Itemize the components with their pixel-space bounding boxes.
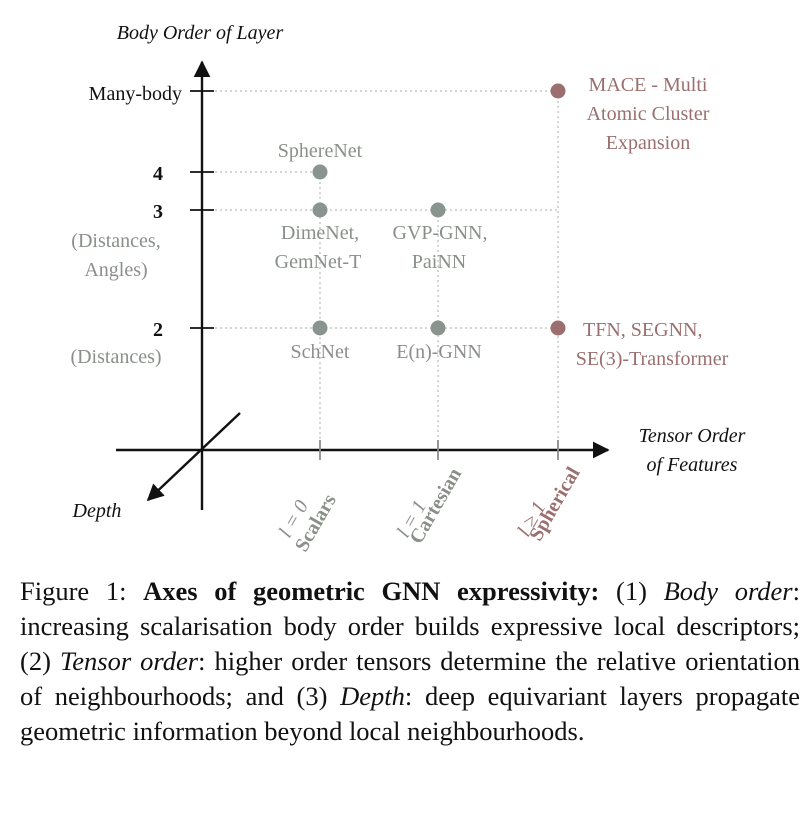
expressivity-diagram: Body Order of Layer Tensor Order of Feat… bbox=[70, 22, 746, 555]
caption-label: Figure 1: bbox=[20, 576, 144, 606]
figure-caption: Figure 1: Axes of geometric GNN expressi… bbox=[20, 574, 800, 749]
point-dimenet bbox=[312, 202, 328, 218]
y-axis-title: Body Order of Layer bbox=[117, 22, 284, 44]
x-axis-title-line1: Tensor Order bbox=[639, 425, 746, 447]
label-mace-line1: MACE - Multi bbox=[589, 74, 708, 96]
label-dimenet: DimeNet, bbox=[281, 222, 359, 244]
x-axis-title-line2: of Features bbox=[647, 454, 738, 476]
label-painn: PaiNN bbox=[412, 251, 466, 273]
point-schnet bbox=[312, 320, 328, 336]
y-label-2: 2 bbox=[153, 319, 163, 341]
caption-text-1: (1) bbox=[599, 576, 664, 606]
caption-text-2: : increasing scalarisation body order bu… bbox=[20, 576, 800, 676]
y-label-2-note: (Distances) bbox=[70, 346, 161, 368]
caption-title: Axes of geometric GNN expressivity: bbox=[143, 576, 600, 606]
label-schnet: SchNet bbox=[291, 341, 350, 363]
point-egnn bbox=[430, 320, 446, 336]
caption-term-tensor-order: Tensor order bbox=[59, 646, 199, 676]
label-mace-line3: Expansion bbox=[606, 132, 690, 154]
label-gvp-gnn: GVP-GNN, bbox=[393, 222, 488, 244]
point-spherenet bbox=[312, 164, 328, 180]
y-label-4: 4 bbox=[153, 163, 163, 185]
label-egnn: E(n)-GNN bbox=[396, 341, 482, 363]
point-gvp-gnn bbox=[430, 202, 446, 218]
caption-term-depth: Depth bbox=[340, 681, 405, 711]
y-label-many-body: Many-body bbox=[89, 83, 182, 105]
depth-axis-title: Depth bbox=[72, 500, 122, 522]
model-points bbox=[312, 83, 566, 336]
label-gemnet: GemNet-T bbox=[275, 251, 362, 273]
point-tfn bbox=[550, 320, 566, 336]
label-tfn-line1: TFN, SEGNN, bbox=[583, 319, 702, 341]
depth-axis bbox=[146, 412, 241, 502]
caption-text-4: : deep equivariant layers propagate geom… bbox=[20, 681, 800, 746]
grid-lines bbox=[215, 90, 559, 450]
point-mace bbox=[550, 83, 566, 99]
label-spherenet: SphereNet bbox=[278, 140, 363, 162]
caption-text-3: : higher order tensors determine the rel… bbox=[20, 646, 800, 711]
label-tfn-line2: SE(3)-Transformer bbox=[576, 348, 729, 370]
caption-term-body-order: Body order bbox=[663, 576, 793, 606]
label-mace-line2: Atomic Cluster bbox=[587, 103, 710, 125]
y-label-3: 3 bbox=[153, 201, 163, 223]
y-label-3-note-line2: Angles) bbox=[84, 259, 147, 281]
y-label-3-note-line1: (Distances, bbox=[71, 230, 160, 252]
